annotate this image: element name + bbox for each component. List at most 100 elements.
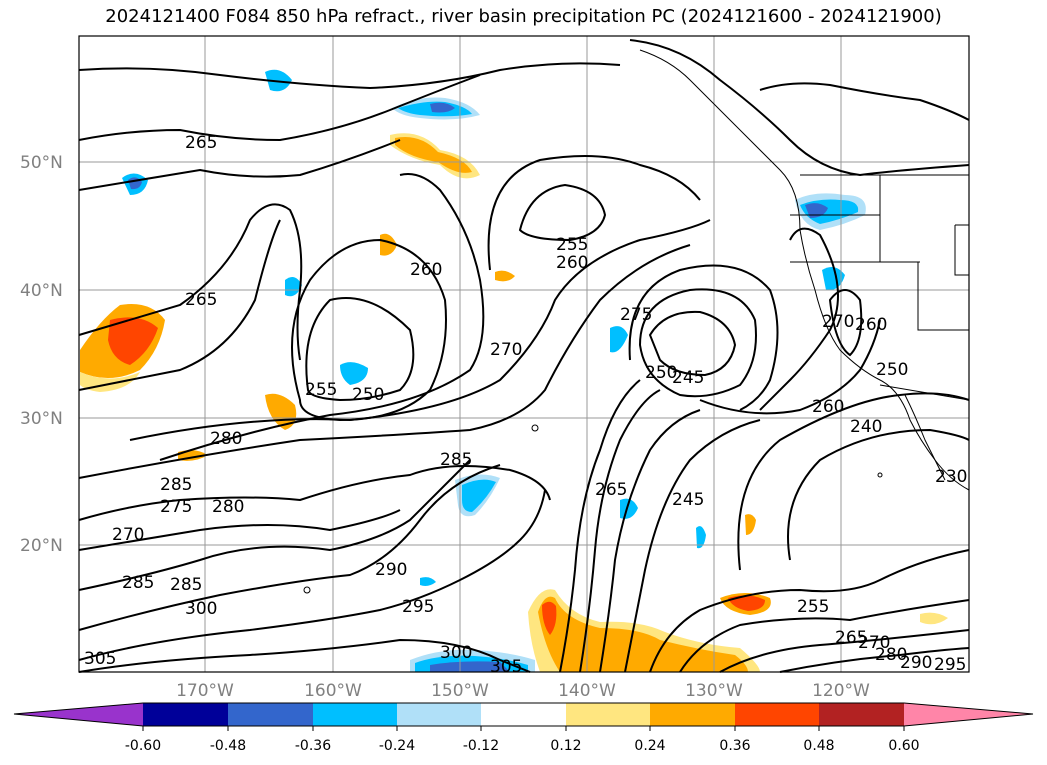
lon-label-170w: 170°W: [176, 681, 234, 701]
contour-label: 265: [185, 290, 217, 310]
colorbar-tick-label: 0.24: [634, 738, 665, 754]
lat-label-30n: 30°N: [20, 409, 63, 429]
contour-labels: 265 265 260 255 260 270 275 250 255 250 …: [84, 133, 967, 677]
contour-line: [78, 459, 471, 591]
precip-neg-mid3-core: [462, 479, 496, 512]
contour-line: [629, 39, 970, 177]
colorbar-extend-left: [14, 703, 143, 726]
contour-label: 305: [490, 657, 522, 677]
border-state-4: [917, 262, 969, 331]
contour-label: 295: [402, 597, 434, 617]
contour-label: 260: [556, 253, 588, 273]
colorbar-tick-label: 0.36: [719, 738, 750, 754]
contour-line: [78, 139, 401, 191]
contour-line: [624, 419, 761, 673]
coastline-baja: [904, 394, 946, 481]
contour-label: 255: [797, 597, 829, 617]
precip-neg-mid1: [340, 362, 368, 385]
contour-label: 260: [812, 397, 844, 417]
colorbar-swatch: [819, 703, 904, 726]
contour-label: 290: [375, 560, 407, 580]
colorbar-tick-label: -0.12: [463, 738, 499, 754]
contour-label: 300: [185, 599, 217, 619]
precip-pos-east-core: [728, 595, 765, 611]
contour-label: 230: [935, 467, 967, 487]
contour-label: 270: [822, 312, 854, 332]
contour-line: [787, 428, 970, 561]
island: [531, 424, 539, 432]
contour-label: 295: [934, 655, 966, 675]
contour-line: [648, 310, 737, 377]
contour-line: [579, 389, 661, 673]
precip-pos-spot-2: [380, 233, 397, 256]
contour-label: 270: [490, 340, 522, 360]
precip-neg-spot-sm: [420, 577, 436, 586]
colorbar-tick-label: 0.12: [550, 738, 581, 754]
lat-label-40n: 40°N: [20, 281, 63, 301]
map-panel: 265 265 260 255 260 270 275 250 255 250 …: [78, 35, 970, 677]
colorbar-tick-label: -0.48: [210, 738, 246, 754]
lat-label-50n: 50°N: [20, 153, 63, 173]
colorbar-extend-right: [904, 703, 1033, 726]
contour-label: 265: [595, 480, 627, 500]
contour-line: [679, 599, 970, 673]
precip-neg-south-core: [430, 661, 510, 672]
precip-neg-coast-core: [805, 203, 828, 218]
contour-line: [559, 379, 641, 673]
colorbar-tick-label: -0.24: [379, 738, 415, 754]
contour-line: [649, 549, 970, 673]
precip-pos-north-mid: [395, 136, 472, 173]
contour-label: 285: [122, 573, 154, 593]
coastline-na: [639, 49, 970, 491]
lon-axis: 170°W 160°W 150°W 140°W 130°W 120°W: [176, 681, 870, 701]
contour-label: 270: [112, 525, 144, 545]
contour-line: [699, 319, 881, 415]
colorbar-swatch: [228, 703, 313, 726]
lon-label-140w: 140°W: [558, 681, 616, 701]
precip-neg-north-core: [430, 102, 455, 113]
contour-label: 300: [440, 643, 472, 663]
colorbar-swatch: [143, 703, 228, 726]
map-title: 2024121400 F084 850 hPa refract., river …: [105, 6, 942, 27]
precip-pos-west-core: [108, 317, 158, 365]
map-frame: [78, 35, 970, 673]
contour-line: [78, 219, 281, 391]
coastlines: [303, 49, 970, 594]
contour-label: 280: [210, 429, 242, 449]
contour-label: 245: [672, 490, 704, 510]
contour-label: 275: [620, 305, 652, 325]
lon-label-130w: 130°W: [685, 681, 743, 701]
precip-neg-coast2: [822, 266, 845, 291]
border-state-5: [954, 224, 969, 276]
colorbar-swatch: [735, 703, 819, 726]
lon-label-150w: 150°W: [431, 681, 489, 701]
colorbar-tick-label: -0.36: [295, 738, 331, 754]
contour-label: 260: [410, 260, 442, 280]
contour-line: [828, 289, 863, 357]
contour-label: 255: [305, 380, 337, 400]
contour-line: [78, 244, 691, 479]
contour-label: 280: [212, 497, 244, 517]
contour-label: 250: [645, 363, 677, 383]
colorbar-swatch: [313, 703, 397, 726]
lon-label-120w: 120°W: [812, 681, 870, 701]
contour-label: 260: [855, 315, 887, 335]
island: [877, 472, 883, 478]
lon-label-160w: 160°W: [304, 681, 362, 701]
precip-neg-mid5: [285, 276, 302, 297]
contour-line: [78, 464, 501, 631]
contour-label: 290: [900, 653, 932, 673]
contour-label: 265: [835, 628, 867, 648]
contour-label: 285: [170, 575, 202, 595]
colorbar-tick-label: 0.48: [803, 738, 834, 754]
precip-pos-spot-1: [265, 393, 297, 430]
colorbar-swatch: [481, 703, 566, 726]
lat-axis: 50°N 40°N 30°N 20°N: [20, 153, 63, 556]
contour-line: [487, 155, 701, 271]
border-us-mexico: [879, 384, 970, 401]
contour-line: [78, 62, 621, 90]
precip-shading: [80, 69, 948, 672]
lat-label-20n: 20°N: [20, 536, 63, 556]
contour-label: 250: [876, 360, 908, 380]
